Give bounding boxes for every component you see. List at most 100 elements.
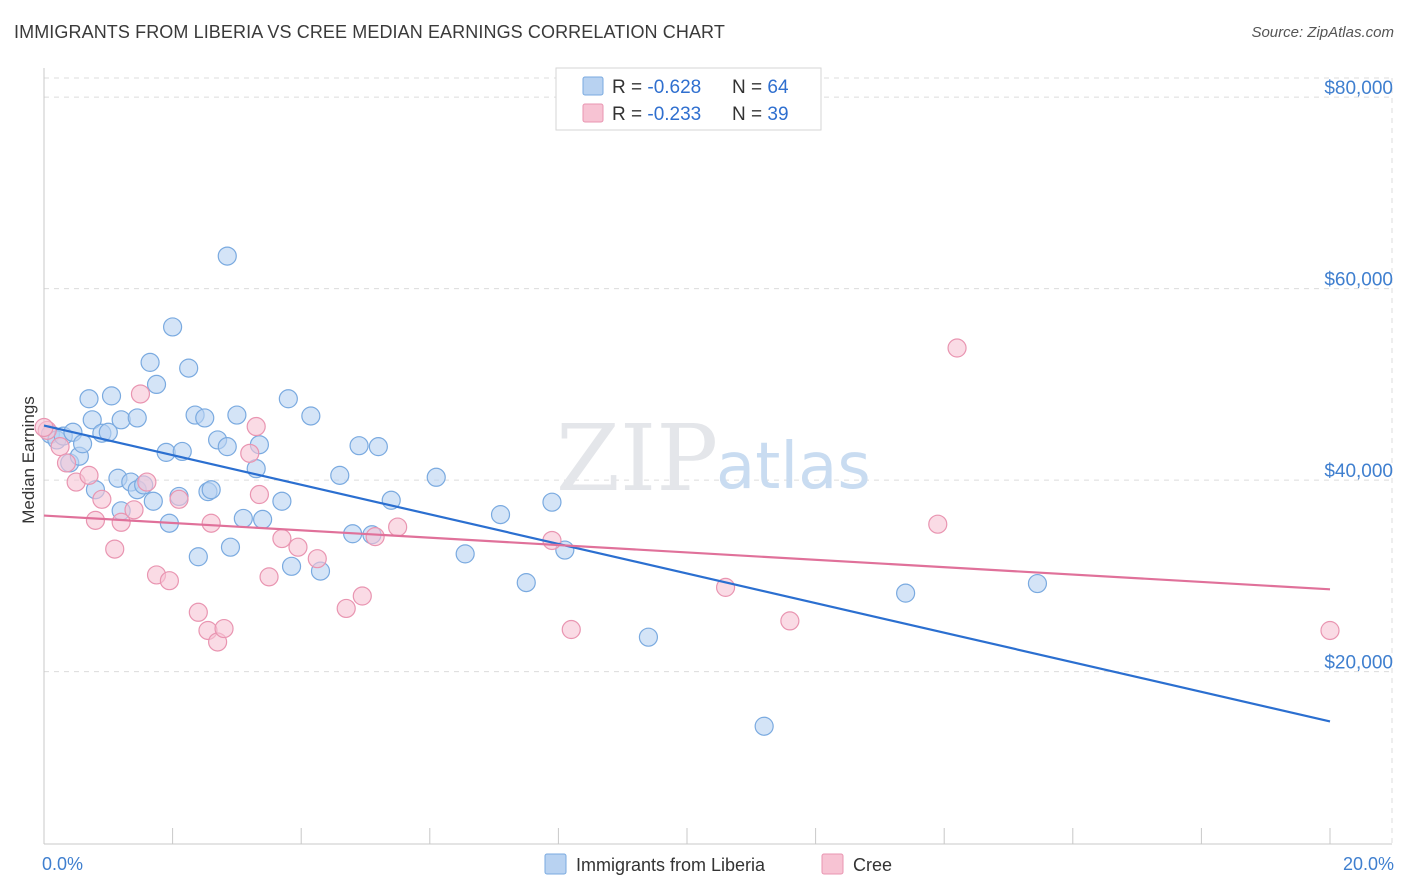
legend-swatch-cree [582,103,604,123]
y-tick-label: $80,000 [1324,78,1393,99]
cree-point [137,472,157,492]
watermark-zip: ZIP [556,405,718,512]
cree-point [365,527,385,547]
liberia-point [272,491,292,511]
legend-row1-n-label: N = [732,77,767,98]
liberia-point [72,434,93,454]
cree-point [85,510,106,530]
cree-point [159,571,179,591]
cree-point [105,539,125,559]
cree-point [1320,620,1340,641]
x-tick-label: 20.0% [1343,854,1394,874]
cree-trend-line [43,514,1331,591]
liberia-point [217,246,237,266]
watermark-atlas: atlas [716,430,871,504]
legend-row2-text: R = -0.233 [612,104,701,125]
stats-legend: R = -0.628 N = 64 R = -0.233 N = 39 [555,67,822,131]
legend-row2-r-value: -0.233 [647,104,701,125]
cree-point [307,549,327,569]
liberia-point [896,583,916,603]
series-liberia-points [40,246,1048,736]
bottom-legend-swatch-liberia [544,853,567,875]
liberia-point [638,627,659,647]
cree-point [92,489,112,509]
cree-point [561,619,581,640]
liberia-point [82,410,102,430]
cree-point [288,537,308,557]
legend-row2-r-label: R = [612,104,647,125]
liberia-point [349,436,369,456]
liberia-point [111,410,131,430]
tick-labels: $20,000 $40,000 $60,000 $80,000 0.0% 20.0% [42,78,1394,874]
cree-point [56,453,77,473]
liberia-point [146,374,167,394]
cree-point [928,514,948,534]
series-legend: Immigrants from Liberia Cree [544,853,892,875]
liberia-point [127,408,147,428]
liberia-point [516,573,536,593]
watermark: ZIP atlas [556,405,871,512]
legend-row1-n-value: 64 [767,77,789,98]
chart-title: IMMIGRANTS FROM LIBERIA VS CREE MEDIAN E… [14,22,725,42]
liberia-point [101,386,122,406]
liberia-point [455,544,475,564]
legend-row1-r-label: R = [612,77,647,98]
cree-point [111,512,131,532]
legend-row2-n-label: N = [732,104,767,125]
bottom-legend-swatch-cree [821,853,844,875]
liberia-point [278,389,298,409]
liberia-point [179,358,199,378]
cree-point [259,567,279,587]
cree-point [947,338,967,358]
liberia-point [754,716,774,736]
bottom-legend-label-cree: Cree [853,855,892,875]
liberia-point [195,408,215,428]
cree-point [240,443,260,463]
cree-point [352,586,372,606]
legend-row1-r-value: -0.628 [647,77,701,98]
legend-swatch-liberia [582,76,604,96]
cree-point [780,611,800,631]
cree-point [130,384,151,404]
cree-point [272,528,292,549]
bottom-legend-label-liberia: Immigrants from Liberia [576,855,766,875]
liberia-point [281,556,302,576]
legend-row1-n: N = 64 [732,77,789,98]
liberia-point [163,317,183,337]
cree-point [246,416,266,437]
cree-point [201,513,221,533]
liberia-point [368,437,388,457]
liberia-point [188,547,208,567]
cree-point [124,500,144,520]
liberia-point [426,467,446,487]
x-tick-label: 0.0% [42,854,83,874]
trend-lines [43,424,1331,723]
legend-row2-n-value: 39 [767,104,788,125]
liberia-point [233,508,253,529]
liberia-point [1027,573,1048,594]
liberia-point [301,406,321,426]
liberia-trend-line [43,424,1331,723]
y-tick-label: $40,000 [1324,461,1393,482]
legend-row1-text: R = -0.628 [612,77,701,98]
liberia-point [490,505,511,525]
source-label: Source: ZipAtlas.com [1251,24,1394,41]
cree-point [336,598,356,619]
liberia-point [140,352,160,372]
cree-point [249,484,270,505]
grid-lines [44,77,1393,844]
liberia-point [201,480,221,500]
cree-point [50,437,70,457]
y-axis-title: Median Earnings [19,396,38,524]
liberia-point [220,537,241,557]
series-cree-points [34,338,1340,652]
axes [43,68,1392,845]
liberia-point [253,509,273,530]
liberia-point [217,437,237,457]
cree-point [169,489,189,509]
cree-point [388,517,408,537]
cree-point [79,465,99,485]
liberia-point [330,465,350,485]
cree-point [214,618,234,639]
